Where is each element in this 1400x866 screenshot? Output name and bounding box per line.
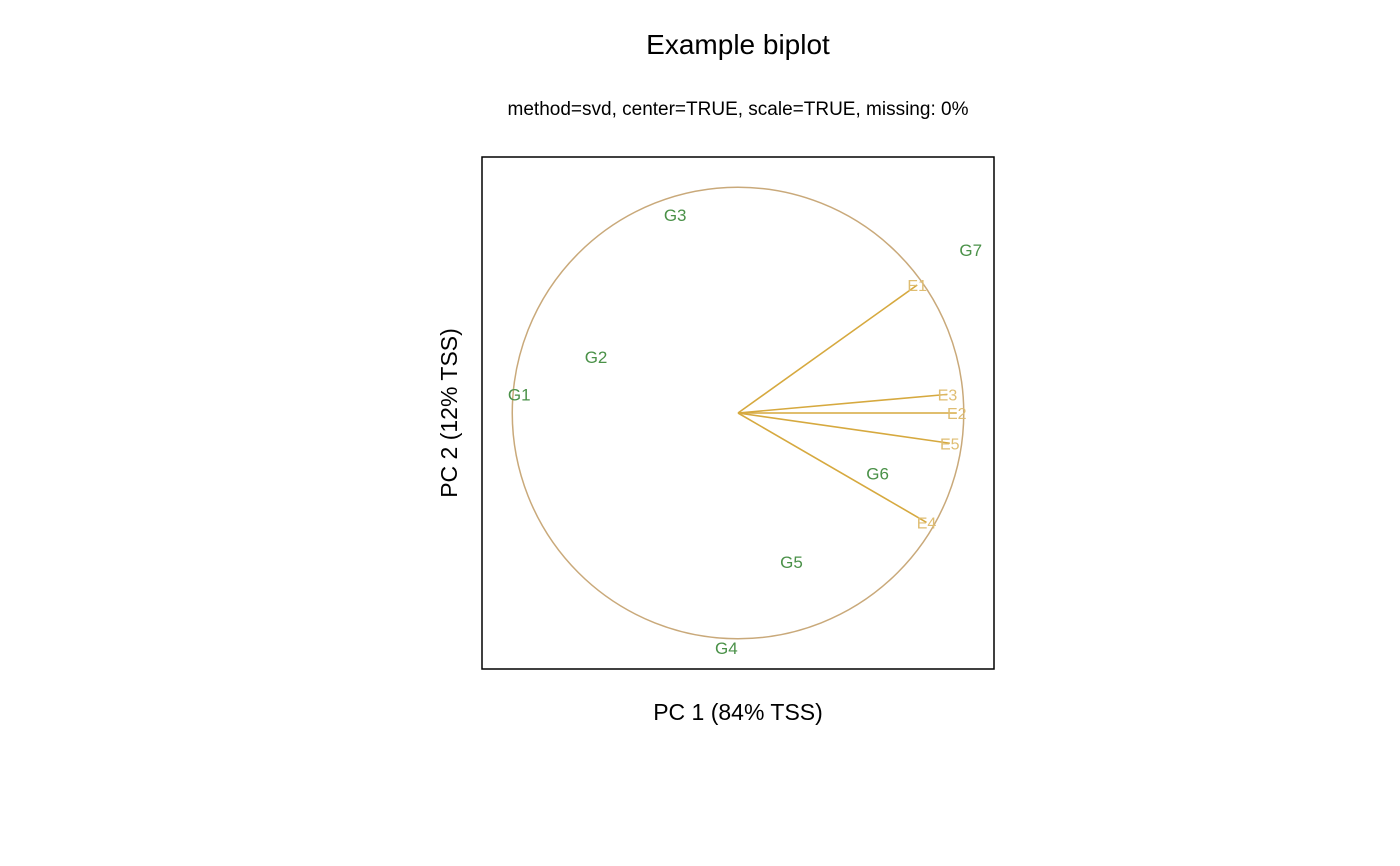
correlation-circle [511,186,965,640]
genotype-label: G2 [585,348,608,367]
genotype-label: G4 [715,639,738,658]
environment-vector [737,412,927,524]
environment-label: E4 [917,515,937,532]
plot-area: E1 E2 E3 E4 E5 G1 G2 G3 G4 G5 G6 G7 [508,186,982,658]
x-axis-label: PC 1 (84% TSS) [653,699,823,725]
environment-label: E1 [907,278,927,295]
environment-vector [737,412,950,445]
genotype-label: G6 [866,465,889,484]
genotype-label: G7 [959,241,982,260]
plot-frame [481,156,995,670]
genotype-label: G3 [664,206,687,225]
environment-vector [737,284,918,414]
environment-label: E2 [947,406,967,423]
environment-label: E5 [940,436,960,453]
genotype-label: G1 [508,385,531,404]
environment-label: E3 [938,387,958,404]
environment-vector [737,393,948,414]
genotype-label: G5 [780,553,803,572]
y-axis-label: PC 2 (12% TSS) [436,328,462,498]
chart-subtitle: method=svd, center=TRUE, scale=TRUE, mis… [508,99,969,120]
chart-title: Example biplot [646,29,830,60]
